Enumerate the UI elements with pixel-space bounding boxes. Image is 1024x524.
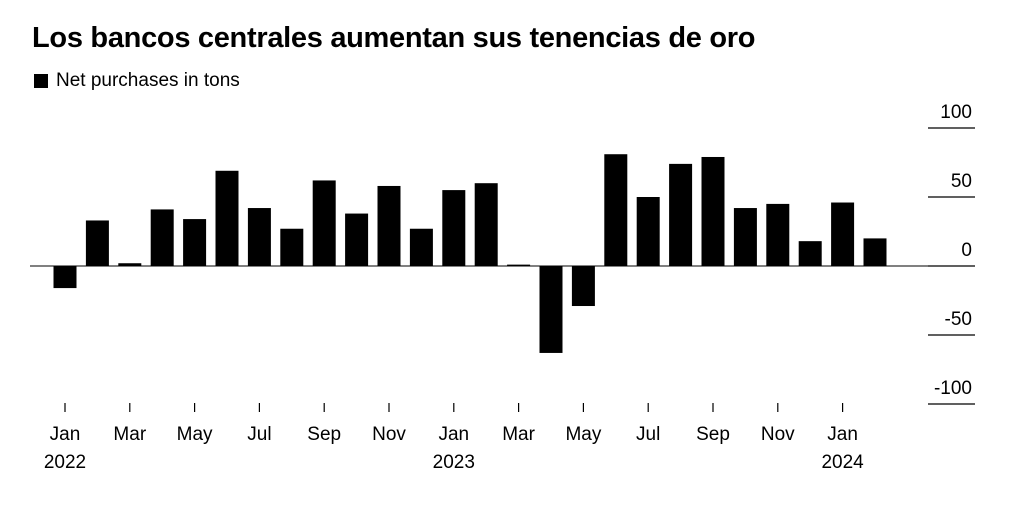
bar bbox=[85, 220, 109, 266]
x-tick-label: Mar bbox=[502, 424, 535, 445]
bar bbox=[604, 154, 628, 266]
bar bbox=[766, 203, 790, 266]
bar bbox=[831, 202, 855, 266]
bar bbox=[798, 241, 822, 266]
bar bbox=[377, 185, 401, 266]
legend-swatch bbox=[34, 74, 48, 88]
legend: Net purchases in tons bbox=[34, 70, 240, 92]
bar bbox=[733, 208, 757, 266]
bar bbox=[345, 213, 369, 266]
x-tick-label: May bbox=[177, 424, 213, 445]
y-tick-label: 100 bbox=[940, 102, 972, 123]
x-tick-label: Nov bbox=[761, 424, 795, 445]
x-tick-label: Sep bbox=[307, 424, 341, 445]
y-tick-label: -50 bbox=[945, 309, 972, 330]
x-tick-year-label: 2024 bbox=[821, 452, 864, 473]
y-tick-label: 50 bbox=[951, 171, 972, 192]
bar bbox=[539, 266, 563, 353]
bar bbox=[118, 263, 142, 266]
bar bbox=[701, 156, 725, 266]
bar bbox=[474, 183, 498, 266]
bar bbox=[280, 228, 304, 266]
y-tick-label: -100 bbox=[934, 378, 972, 399]
x-tick-label: Jul bbox=[636, 424, 660, 445]
bar bbox=[312, 180, 336, 266]
bar bbox=[247, 208, 271, 266]
bar bbox=[442, 190, 466, 266]
x-tick-label: Nov bbox=[372, 424, 406, 445]
x-tick-label: Jan bbox=[438, 424, 469, 445]
legend-label: Net purchases in tons bbox=[56, 70, 240, 91]
bar bbox=[571, 266, 595, 307]
x-tick-label: May bbox=[565, 424, 601, 445]
bar bbox=[863, 238, 887, 266]
bar bbox=[636, 197, 660, 266]
x-tick-label: Jan bbox=[827, 424, 858, 445]
bar bbox=[215, 170, 239, 266]
x-tick-label: Mar bbox=[113, 424, 146, 445]
chart-title: Los bancos centrales aumentan sus tenenc… bbox=[32, 22, 756, 54]
bar bbox=[183, 219, 207, 266]
bar bbox=[507, 264, 531, 266]
x-tick-label: Jul bbox=[247, 424, 271, 445]
y-tick-label: 0 bbox=[961, 240, 972, 261]
x-tick-label: Sep bbox=[696, 424, 730, 445]
x-tick-year-label: 2022 bbox=[44, 452, 86, 473]
x-tick-label: Jan bbox=[50, 424, 81, 445]
bar bbox=[669, 163, 693, 266]
x-tick-year-label: 2023 bbox=[433, 452, 475, 473]
bar bbox=[53, 266, 77, 289]
bar bbox=[409, 228, 433, 266]
bar bbox=[150, 209, 174, 266]
